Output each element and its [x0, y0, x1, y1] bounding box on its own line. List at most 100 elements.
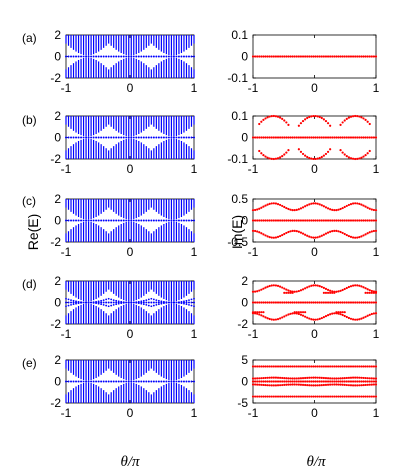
right-point	[326, 231, 330, 234]
right-point	[268, 301, 271, 304]
right-point	[279, 55, 282, 58]
right-point	[308, 317, 311, 320]
right-point	[322, 383, 325, 387]
right-point	[306, 155, 309, 159]
right-point	[368, 136, 371, 139]
right-point	[251, 377, 255, 380]
right-point	[291, 55, 294, 58]
right-point	[314, 318, 317, 321]
right-point	[281, 136, 284, 139]
right-point	[343, 395, 346, 398]
right-point	[324, 377, 328, 380]
right-point	[326, 150, 330, 153]
right-point	[358, 318, 361, 321]
left-inner-point	[170, 301, 173, 304]
left-zero-point	[135, 380, 138, 383]
right-point	[256, 219, 259, 222]
right-point	[322, 219, 325, 222]
right-point	[322, 301, 325, 304]
right-point	[301, 136, 305, 139]
right-point	[329, 55, 332, 58]
right-point	[312, 318, 315, 321]
right-point	[351, 236, 355, 239]
right-point	[308, 136, 311, 139]
left-zero-point	[167, 219, 170, 222]
right-point	[322, 291, 325, 294]
right-point	[343, 301, 346, 304]
right-point	[279, 285, 282, 288]
right-point	[329, 365, 332, 368]
right-point	[291, 229, 294, 232]
right-point	[274, 202, 278, 205]
left-zero-point	[90, 219, 93, 222]
right-point	[297, 383, 300, 386]
left-zero-point	[130, 380, 133, 383]
right-point	[364, 315, 367, 318]
right-point	[339, 219, 342, 222]
right-point	[299, 55, 303, 58]
left-zero-point	[97, 55, 100, 58]
right-point	[272, 384, 275, 387]
right-point	[341, 219, 344, 222]
left-zero-point	[82, 380, 85, 383]
right-point	[347, 301, 350, 304]
left-inner-point	[95, 302, 98, 305]
right-point	[268, 380, 271, 383]
right-point	[339, 377, 342, 380]
left-inner-point	[117, 300, 120, 303]
right-point	[291, 136, 294, 139]
right-point	[258, 311, 261, 314]
right-panel-1-xtick-label: 1	[373, 162, 380, 176]
right-point	[285, 55, 288, 58]
left-panel-2-ytick-label: 0	[54, 214, 61, 228]
right-point	[370, 291, 373, 294]
left-inner-point	[100, 303, 103, 306]
left-inner-point	[147, 304, 150, 307]
right-point	[316, 365, 319, 368]
left-inner-point	[160, 300, 163, 303]
right-point	[362, 395, 365, 398]
left-inner-point	[70, 304, 72, 306]
left-inner-point	[72, 303, 75, 306]
left-inner-point	[75, 300, 77, 303]
right-point	[341, 206, 344, 210]
right-point	[329, 230, 332, 233]
left-zero-point	[140, 55, 143, 58]
right-point	[339, 123, 342, 126]
right-point	[312, 136, 315, 139]
right-point	[253, 301, 257, 304]
right-point	[347, 376, 350, 379]
left-zero-point	[110, 55, 113, 58]
right-point	[256, 230, 259, 233]
right-point	[374, 380, 378, 383]
right-point	[331, 365, 334, 368]
left-zero-point	[67, 301, 70, 304]
right-point	[318, 380, 321, 383]
right-point	[262, 233, 265, 236]
right-point	[304, 154, 307, 157]
left-zero-point	[92, 55, 95, 58]
left-zero-point	[185, 301, 188, 304]
right-point	[291, 291, 294, 294]
left-zero-point	[152, 55, 155, 58]
right-point	[299, 380, 303, 383]
right-point	[312, 157, 315, 161]
left-zero-point	[180, 380, 183, 383]
right-panel-2-ytick-label: -0.5	[227, 235, 248, 249]
right-point	[347, 203, 350, 207]
left-zero-point	[92, 219, 95, 222]
right-point	[337, 55, 340, 58]
right-point	[258, 301, 261, 304]
right-point	[372, 136, 376, 139]
right-point	[347, 365, 350, 368]
right-point	[251, 380, 255, 383]
right-point	[289, 290, 292, 293]
left-zero-point	[175, 219, 178, 222]
right-point	[341, 55, 344, 58]
right-point	[283, 136, 286, 139]
left-panel-2-xtick-label: 1	[191, 245, 198, 259]
right-point	[299, 289, 303, 292]
right-point	[318, 317, 321, 320]
right-point	[333, 377, 336, 380]
right-point	[341, 151, 344, 154]
